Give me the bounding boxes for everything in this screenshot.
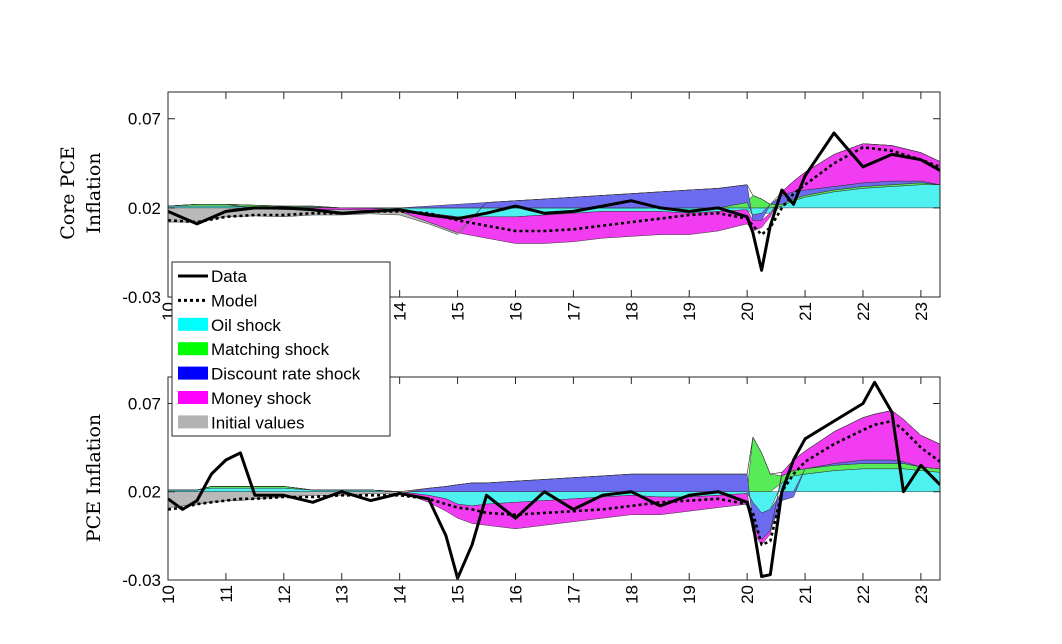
legend-label-discount-rate-shock: Discount rate shock <box>211 365 361 384</box>
pce-xtick-label: 18 <box>622 585 641 604</box>
pce-xtick-label: 14 <box>391 585 410 604</box>
core-pce-xtick-label: 14 <box>391 302 410 321</box>
core-pce-xtick-label: 15 <box>449 302 468 321</box>
core-pce-xtick-label: 17 <box>564 302 583 321</box>
pce-xtick-label: 17 <box>564 585 583 604</box>
pce-xtick-label: 20 <box>738 585 757 604</box>
pce-axes-box <box>167 376 941 581</box>
pce-xtick-label: 15 <box>449 585 468 604</box>
pce-xtick-label: 21 <box>796 585 815 604</box>
pce-xtick-label: 11 <box>217 585 236 603</box>
legend-label-oil-shock: Oil shock <box>211 316 281 335</box>
core-pce-ylabel: Inflation <box>83 152 105 233</box>
core-pce-area-discount-rate-shock <box>168 180 940 221</box>
core-pce-axes-box <box>167 91 941 298</box>
legend-label-initial-values: Initial values <box>211 413 305 432</box>
core-pce-xtick-label: 19 <box>680 302 699 321</box>
legend-label-data: Data <box>211 267 247 286</box>
pce-xtick-label: 22 <box>854 585 873 604</box>
pce-data-line <box>168 380 940 580</box>
legend: Data Model Oil shock Matching shock Discount… <box>171 261 391 437</box>
pce-ytick-label: 0.07 <box>128 394 161 413</box>
core-pce-model-line <box>168 146 940 236</box>
legend-label-model: Model <box>211 291 257 310</box>
core-pce-xtick-label: 16 <box>506 302 525 321</box>
pce-xtick-label: 12 <box>275 585 294 604</box>
core-pce-xtick-label: 23 <box>912 302 931 321</box>
pce-xtick-label: 10 <box>159 585 178 604</box>
pce-panel: -0.03 0.02 0.07 10 11 12 13 14 15 16 17 18 19 20 21 22 2… <box>83 376 941 604</box>
core-pce-xtick-label: 22 <box>854 302 873 321</box>
legend-swatch-matching-shock <box>178 342 208 356</box>
core-pce-ytick-label: -0.03 <box>122 288 161 307</box>
legend-swatch-oil-shock <box>178 317 208 331</box>
pce-model-line <box>168 419 940 546</box>
core-pce-ylabel: Core PCE <box>57 146 79 240</box>
pce-ytick-label: 0.02 <box>128 483 161 502</box>
pce-xtick-label: 13 <box>333 585 352 604</box>
legend-swatch-initial-values <box>178 415 208 429</box>
legend-label-money-shock: Money shock <box>211 389 312 408</box>
core-pce-xtick-label: 20 <box>738 302 757 321</box>
pce-area-money-shock <box>168 410 940 546</box>
legend-label-matching-shock: Matching shock <box>211 340 330 359</box>
pce-xtick-label: 16 <box>506 585 525 604</box>
pce-xtick-label: 23 <box>912 585 931 604</box>
core-pce-ytick-label: 0.07 <box>128 110 161 129</box>
pce-ylabel: PCE Inflation <box>83 414 105 542</box>
pce-xtick-label: 19 <box>680 585 699 604</box>
legend-box <box>171 261 391 437</box>
core-pce-data-line <box>168 131 940 272</box>
core-pce-xtick-label: 18 <box>622 302 641 321</box>
legend-swatch-money-shock <box>178 391 208 404</box>
core-pce-ytick-label: 0.02 <box>128 199 161 218</box>
core-pce-xtick-label: 21 <box>796 302 815 321</box>
legend-swatch-discount-rate-shock <box>178 366 208 380</box>
pce-ytick-label: -0.03 <box>122 571 161 590</box>
